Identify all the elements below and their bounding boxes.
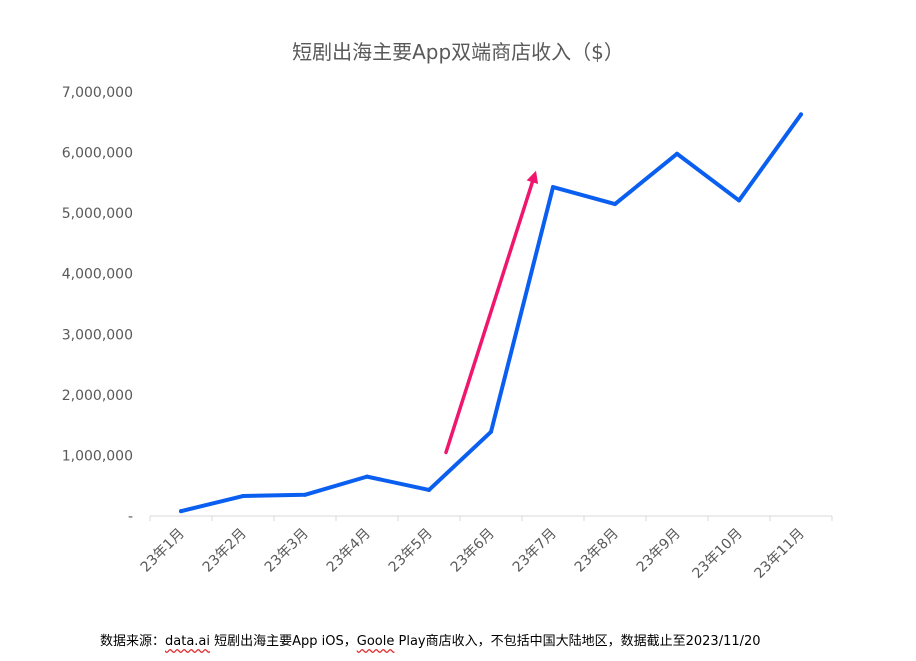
source-note: 数据来源：data.ai 短剧出海主要App iOS，Goole Play商店收… — [100, 630, 761, 649]
y-tick-label: 4,000,000 — [62, 267, 133, 283]
annotation-arrow-shaft — [444, 180, 535, 455]
y-tick-label: 5,000,000 — [62, 206, 133, 222]
data-point — [675, 151, 679, 156]
data-point — [365, 474, 369, 479]
x-tick-label: 23年5月 — [386, 526, 436, 576]
x-tick-label: 23年9月 — [634, 526, 684, 576]
x-tick-label: 23年3月 — [262, 526, 312, 576]
source-prefix: 数据来源： — [100, 634, 166, 649]
source-middle: 短剧出海主要App iOS， — [210, 634, 357, 649]
data-point — [241, 494, 245, 499]
x-tick-label: 23年2月 — [200, 526, 250, 576]
chart-title: 短剧出海主要App双端商店收入（$） — [292, 40, 624, 64]
y-tick-label: 1,000,000 — [62, 448, 133, 464]
y-tick-label: 2,000,000 — [62, 388, 133, 404]
source-suffix: Play商店收入，不包括中国大陆地区，数据截止至2023/11/20 — [394, 634, 761, 649]
y-tick-label: 6,000,000 — [62, 146, 133, 162]
source-store-name: Goole — [356, 634, 395, 649]
x-tick-label: 23年10月 — [690, 526, 746, 582]
data-point — [737, 198, 741, 203]
data-point — [489, 429, 493, 434]
y-tick-label: 3,000,000 — [62, 327, 133, 343]
x-tick-label: 23年4月 — [324, 526, 374, 576]
y-tick-label: - — [128, 509, 133, 525]
data-point — [613, 202, 617, 207]
x-tick-label: 23年8月 — [572, 526, 622, 576]
data-point — [799, 112, 803, 117]
x-tick-label: 23年7月 — [510, 526, 560, 576]
data-point — [303, 492, 307, 497]
y-tick-label: 7,000,000 — [62, 85, 133, 101]
data-point — [179, 509, 183, 514]
data-point — [427, 487, 431, 492]
annotation-arrow-head — [526, 170, 539, 184]
source-name: data.ai — [165, 634, 211, 649]
x-tick-label: 23年1月 — [138, 526, 188, 576]
data-point — [551, 185, 555, 190]
x-tick-label: 23年11月 — [752, 526, 808, 582]
x-tick-label: 23年6月 — [448, 526, 498, 576]
